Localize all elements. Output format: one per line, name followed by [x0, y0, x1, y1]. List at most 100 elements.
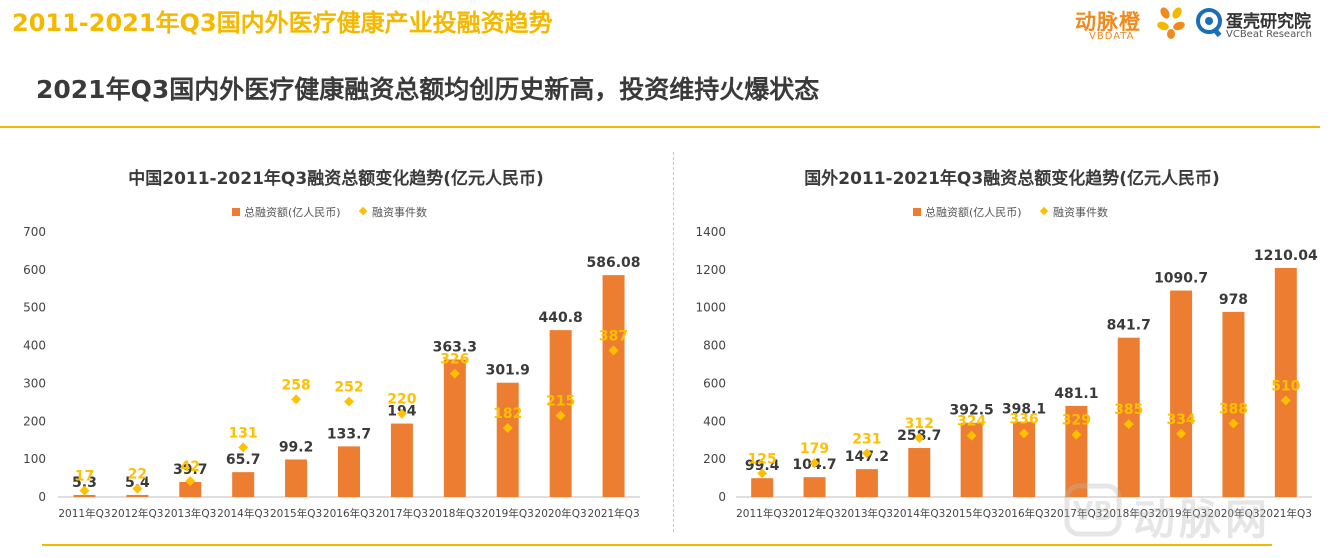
x-tick-label: 2018年Q3	[1103, 507, 1155, 520]
count-marker	[966, 430, 977, 441]
count-label: 131	[229, 425, 258, 441]
x-tick-label: 2020年Q3	[1207, 507, 1259, 520]
count-marker	[238, 442, 249, 453]
chart-title: 中国2011-2021年Q3融资总额变化趋势(亿元人民币)	[128, 168, 544, 189]
count-marker	[185, 476, 196, 487]
count-label: 231	[852, 431, 881, 447]
vbdata-logo-cn: 动脉橙	[1075, 10, 1141, 34]
count-label: 387	[599, 328, 628, 344]
x-tick-label: 2012年Q3	[788, 507, 840, 520]
bar-value-label: 5.4	[125, 475, 150, 491]
count-label: 510	[1271, 378, 1300, 394]
count-marker	[757, 468, 768, 479]
count-marker	[1123, 419, 1134, 430]
y-tick-label: 1400	[695, 225, 726, 239]
count-label: 125	[748, 451, 777, 467]
bar-value-label: 1210.04	[1254, 248, 1318, 264]
count-label: 336	[1009, 411, 1038, 427]
bar	[960, 422, 983, 497]
bar	[390, 423, 413, 497]
vcbeat-logo-cn: 蛋壳研究院	[1226, 12, 1311, 32]
bar	[285, 459, 308, 497]
bar	[803, 477, 826, 497]
chart-legend: 总融资额(亿人民币) 融资事件数	[232, 205, 427, 219]
legend-swatch-marker	[1039, 206, 1049, 216]
legend-swatch-marker	[358, 206, 368, 216]
svg-text:VB: VB	[1073, 497, 1113, 527]
bar-value-label: 841.7	[1107, 318, 1151, 334]
y-tick-label: 500	[23, 301, 46, 315]
x-tick-label: 2013年Q3	[164, 507, 216, 520]
x-tick-label: 2015年Q3	[270, 507, 322, 520]
count-marker	[502, 423, 513, 434]
bar	[855, 469, 878, 497]
count-label: 22	[128, 467, 147, 483]
bar	[1222, 311, 1245, 497]
x-tick-label: 2016年Q3	[323, 507, 375, 520]
bar	[1117, 337, 1140, 497]
count-label: 215	[546, 394, 575, 410]
bar	[751, 478, 774, 497]
bar-value-label: 133.7	[327, 426, 371, 442]
count-label: 385	[1114, 402, 1143, 418]
x-tick-label: 2011年Q3	[736, 507, 788, 520]
y-tick-label: 800	[703, 339, 726, 353]
watermark: VB 动脉网	[1063, 482, 1323, 544]
legend-label-count: 融资事件数	[372, 206, 427, 219]
x-tick-label: 2012年Q3	[111, 507, 163, 520]
bar-value-label: 99.4	[745, 458, 780, 474]
vcbeat-logo-en: VCBeat Research	[1226, 29, 1312, 40]
china-financing-chart: 中国2011-2021年Q3融资总额变化趋势(亿元人民币) 总融资额(亿人民币) 融…	[23, 168, 640, 520]
count-label: 17	[75, 469, 94, 485]
x-tick-label: 2016年Q3	[998, 507, 1050, 520]
bar-value-label: 978	[1219, 292, 1248, 308]
page-subtitle: 2021年Q3国内外医疗健康融资总额均创历史新高，投资维持火爆状态	[36, 75, 820, 104]
count-marker	[396, 408, 407, 419]
x-tick-label: 2017年Q3	[1050, 507, 1102, 520]
legend-swatch-bar	[232, 208, 240, 216]
x-tick-label: 2014年Q3	[893, 507, 945, 520]
y-tick-label: 600	[23, 263, 46, 277]
count-label: 388	[1219, 402, 1248, 418]
legend-swatch-bar	[913, 208, 921, 216]
x-tick-label: 2011年Q3	[58, 507, 110, 520]
x-tick-label: 2019年Q3	[482, 507, 534, 520]
legend-label-amount: 总融资额(亿人民币)	[244, 205, 341, 219]
y-tick-label: 400	[703, 414, 726, 428]
count-label: 252	[334, 380, 363, 396]
y-tick-label: 1200	[695, 263, 726, 277]
x-tick-label: 2017年Q3	[376, 507, 428, 520]
y-tick-label: 0	[38, 490, 46, 504]
count-marker	[132, 483, 143, 494]
bar	[73, 494, 96, 497]
bar-value-label: 440.8	[538, 310, 582, 326]
page-title: 2011-2021年Q3国内外医疗健康产业投融资趋势	[12, 9, 553, 37]
count-label: 324	[957, 414, 986, 430]
bar	[443, 359, 466, 497]
y-tick-label: 300	[23, 376, 46, 390]
count-label: 258	[281, 377, 310, 393]
bar	[1013, 421, 1035, 497]
bar	[338, 446, 360, 497]
x-tick-label: 2015年Q3	[946, 507, 998, 520]
egg-shell-icon	[1196, 8, 1222, 38]
count-label: 329	[1062, 413, 1091, 429]
vcbeat-logo: 蛋壳研究院 VCBeat Research	[1196, 4, 1326, 44]
watermark-logo-icon: VB	[1064, 483, 1122, 537]
x-tick-label: 2018年Q3	[429, 507, 481, 520]
header-divider	[0, 126, 1320, 128]
y-tick-label: 100	[23, 452, 46, 466]
count-label: 334	[1166, 412, 1195, 428]
watermark-text: 动脉网	[1133, 495, 1272, 544]
count-label: 182	[493, 406, 522, 422]
bar	[232, 472, 255, 497]
x-tick-label: 2021年Q3	[1260, 507, 1312, 520]
bar	[602, 275, 625, 497]
y-tick-label: 700	[23, 225, 46, 239]
bar-value-label: 5.3	[72, 475, 97, 491]
y-tick-label: 0	[718, 490, 726, 504]
count-marker	[1176, 428, 1187, 439]
x-tick-label: 2020年Q3	[535, 507, 587, 520]
y-tick-label: 600	[703, 376, 726, 390]
bar-value-label: 65.7	[226, 452, 261, 468]
